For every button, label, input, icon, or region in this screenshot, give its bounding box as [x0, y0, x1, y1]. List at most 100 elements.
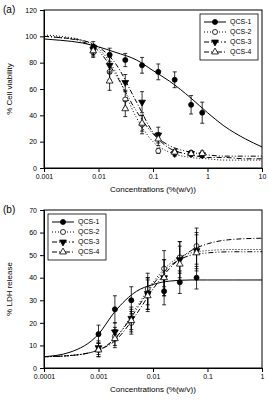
error-bar-cap [146, 279, 150, 280]
marker [176, 260, 183, 266]
error-bar-cap [123, 74, 127, 75]
x-tick-label: 0.001 [90, 373, 108, 380]
y-tick-label: 40 [29, 274, 37, 281]
x-tick-label: 0.1 [149, 173, 159, 180]
error-bar-cap [129, 307, 133, 308]
marker [188, 150, 195, 156]
error-bar-cap [195, 234, 199, 235]
error-bar-cap [140, 115, 144, 116]
y-tick: 30 [29, 297, 44, 304]
marker [155, 135, 162, 141]
y-tick-mark [40, 142, 44, 143]
y-tick: 60 [29, 86, 44, 93]
legend-label: QCS-4 [78, 248, 100, 256]
panel-title: (a) [3, 4, 15, 15]
y-tick-mark [40, 345, 44, 346]
error-bar-cap [173, 87, 177, 88]
panel: 0.00010.0010.010.11010203040506070(b)Con… [3, 204, 265, 394]
error-bar-cap [123, 66, 127, 67]
y-tick-mark [40, 115, 44, 116]
error-bar-cap [146, 311, 150, 312]
legend-entry: QCS-2 [52, 228, 100, 236]
error-bar-cap [129, 309, 133, 310]
y-tick: 50 [29, 252, 44, 259]
legend-entry: QCS-4 [204, 48, 252, 56]
error-bar-cap [195, 228, 199, 229]
x-tick-label: 0.01 [147, 373, 161, 380]
axis-line [45, 369, 263, 373]
y-axis: 010203040506070 [29, 207, 44, 372]
error-bar-cap [108, 57, 112, 58]
error-bar-cap [113, 329, 117, 330]
error-bar-cap [108, 71, 112, 72]
x-tick-label: 1 [261, 373, 265, 380]
marker [189, 102, 194, 107]
y-tick: 10 [29, 342, 44, 349]
legend-entry: QCS-1 [52, 218, 100, 226]
y-tick-label: 30 [29, 297, 37, 304]
error-bar [156, 148, 160, 153]
x-tick-mark [99, 368, 100, 372]
y-tick: 80 [29, 59, 44, 66]
y-tick: 20 [29, 320, 44, 327]
y-tick: 60 [29, 229, 44, 236]
error-bar-cap [97, 356, 101, 357]
marker [112, 307, 117, 312]
error-bar-cap [97, 343, 101, 344]
error-bar-cap [97, 356, 101, 357]
y-tick-label: 70 [29, 207, 37, 214]
y-tick-mark [40, 233, 44, 234]
y-tick-label: 50 [29, 252, 37, 259]
x-tick-label: 1 [206, 173, 210, 180]
error-bar-cap [113, 347, 117, 348]
x-axis: 0.00010.0010.010.11 [34, 368, 265, 380]
x-tick-mark [208, 368, 209, 372]
error-bar-cap [156, 63, 160, 64]
error-bar-cap [97, 343, 101, 344]
error-bar-cap [129, 334, 133, 335]
error-bar-cap [97, 340, 101, 341]
error-bar [123, 53, 127, 66]
x-tick-label: 10 [259, 173, 267, 180]
y-tick: 40 [29, 274, 44, 281]
marker [95, 346, 102, 352]
legend-entry: QCS-4 [52, 248, 100, 256]
error-bar-cap [178, 246, 182, 247]
fit-line [44, 250, 262, 357]
error-bar-cap [156, 145, 160, 146]
x-tick-mark [262, 368, 263, 372]
error-bar-cap [156, 79, 160, 80]
x-tick: 0.001 [90, 368, 108, 380]
marker [194, 275, 199, 280]
marker [90, 47, 97, 53]
legend-box [200, 14, 258, 60]
x-tick: 0.001 [36, 168, 54, 180]
error-bar-cap [140, 115, 144, 116]
y-tick-mark [40, 323, 44, 324]
y-tick-label: 20 [29, 138, 37, 145]
error-bar-cap [156, 132, 160, 133]
y-tick-label: 100 [25, 33, 37, 40]
error-bar [173, 72, 177, 88]
error-bar [97, 325, 101, 343]
y-tick: 0 [33, 165, 44, 172]
legend-marker [60, 219, 65, 224]
error-bar-cap [123, 116, 127, 117]
y-tick-mark [40, 255, 44, 256]
marker [140, 63, 145, 68]
axis-line [45, 169, 263, 173]
marker [128, 317, 135, 323]
y-tick-label: 10 [29, 342, 37, 349]
error-bar-cap [189, 95, 193, 96]
fit-line [44, 252, 262, 357]
fit-line [44, 36, 262, 156]
error-bar [189, 96, 193, 114]
x-tick-label: 0.1 [203, 373, 213, 380]
error-bar-cap [162, 259, 166, 260]
x-tick-mark [153, 368, 154, 372]
x-axis: 0.0010.010.1110 [36, 168, 267, 180]
fit-line [44, 36, 262, 158]
legend-marker [212, 19, 217, 24]
y-tick-label: 60 [29, 229, 37, 236]
figure: 0.0010.010.1110020406080100120(a)Concent… [0, 0, 268, 400]
